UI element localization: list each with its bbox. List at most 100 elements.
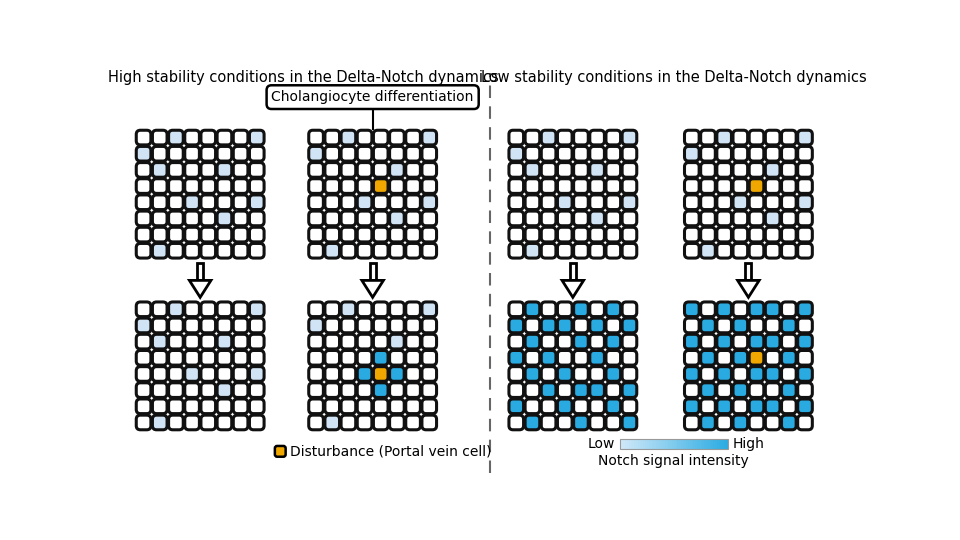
FancyBboxPatch shape: [622, 399, 636, 414]
Bar: [705, 438, 707, 449]
FancyBboxPatch shape: [373, 302, 388, 316]
FancyBboxPatch shape: [589, 227, 605, 242]
FancyBboxPatch shape: [201, 227, 216, 242]
FancyBboxPatch shape: [357, 146, 372, 161]
FancyBboxPatch shape: [324, 302, 340, 316]
FancyBboxPatch shape: [341, 383, 356, 397]
FancyBboxPatch shape: [422, 318, 437, 333]
FancyBboxPatch shape: [525, 318, 540, 333]
FancyBboxPatch shape: [749, 163, 764, 177]
FancyBboxPatch shape: [184, 130, 200, 145]
FancyBboxPatch shape: [250, 302, 264, 316]
Bar: [641, 438, 643, 449]
Text: Notch signal intensity: Notch signal intensity: [598, 454, 749, 468]
FancyBboxPatch shape: [250, 367, 264, 381]
FancyBboxPatch shape: [341, 163, 356, 177]
FancyBboxPatch shape: [509, 179, 523, 193]
FancyBboxPatch shape: [250, 195, 264, 210]
FancyBboxPatch shape: [717, 383, 732, 397]
FancyBboxPatch shape: [541, 130, 556, 145]
FancyBboxPatch shape: [422, 334, 437, 349]
FancyBboxPatch shape: [373, 367, 388, 381]
FancyBboxPatch shape: [406, 367, 420, 381]
FancyBboxPatch shape: [324, 399, 340, 414]
FancyBboxPatch shape: [169, 195, 183, 210]
FancyBboxPatch shape: [250, 211, 264, 226]
FancyBboxPatch shape: [701, 227, 715, 242]
Polygon shape: [737, 280, 759, 298]
FancyBboxPatch shape: [765, 302, 780, 316]
FancyBboxPatch shape: [309, 350, 324, 365]
FancyBboxPatch shape: [606, 318, 620, 333]
FancyBboxPatch shape: [509, 146, 523, 161]
FancyBboxPatch shape: [558, 195, 572, 210]
Bar: [645, 438, 647, 449]
FancyBboxPatch shape: [606, 195, 620, 210]
FancyBboxPatch shape: [201, 211, 216, 226]
FancyBboxPatch shape: [684, 227, 699, 242]
Bar: [656, 438, 658, 449]
Bar: [620, 438, 622, 449]
FancyBboxPatch shape: [684, 367, 699, 381]
FancyBboxPatch shape: [781, 302, 796, 316]
FancyBboxPatch shape: [684, 383, 699, 397]
FancyBboxPatch shape: [153, 163, 167, 177]
FancyBboxPatch shape: [701, 318, 715, 333]
FancyBboxPatch shape: [525, 146, 540, 161]
FancyBboxPatch shape: [717, 146, 732, 161]
FancyBboxPatch shape: [233, 227, 248, 242]
FancyBboxPatch shape: [390, 146, 404, 161]
FancyBboxPatch shape: [684, 415, 699, 430]
FancyBboxPatch shape: [558, 179, 572, 193]
FancyBboxPatch shape: [250, 179, 264, 193]
FancyBboxPatch shape: [233, 302, 248, 316]
FancyBboxPatch shape: [733, 318, 748, 333]
FancyBboxPatch shape: [136, 211, 151, 226]
Bar: [676, 438, 678, 449]
FancyBboxPatch shape: [153, 146, 167, 161]
FancyBboxPatch shape: [701, 146, 715, 161]
FancyBboxPatch shape: [525, 163, 540, 177]
FancyBboxPatch shape: [717, 211, 732, 226]
FancyBboxPatch shape: [169, 130, 183, 145]
FancyBboxPatch shape: [733, 334, 748, 349]
FancyBboxPatch shape: [422, 211, 437, 226]
FancyBboxPatch shape: [749, 383, 764, 397]
FancyBboxPatch shape: [233, 383, 248, 397]
FancyBboxPatch shape: [509, 195, 523, 210]
FancyBboxPatch shape: [765, 350, 780, 365]
FancyBboxPatch shape: [733, 179, 748, 193]
FancyBboxPatch shape: [589, 179, 605, 193]
FancyBboxPatch shape: [341, 302, 356, 316]
FancyBboxPatch shape: [781, 383, 796, 397]
FancyBboxPatch shape: [765, 334, 780, 349]
Text: Cholangiocyte differentiation: Cholangiocyte differentiation: [272, 90, 474, 104]
FancyBboxPatch shape: [525, 244, 540, 258]
FancyBboxPatch shape: [589, 146, 605, 161]
FancyBboxPatch shape: [184, 415, 200, 430]
Bar: [623, 438, 626, 449]
Bar: [661, 438, 663, 449]
FancyBboxPatch shape: [574, 415, 588, 430]
Bar: [693, 438, 696, 449]
FancyBboxPatch shape: [169, 399, 183, 414]
FancyBboxPatch shape: [733, 350, 748, 365]
FancyBboxPatch shape: [422, 244, 437, 258]
FancyBboxPatch shape: [390, 179, 404, 193]
FancyBboxPatch shape: [574, 195, 588, 210]
FancyBboxPatch shape: [733, 302, 748, 316]
FancyBboxPatch shape: [136, 130, 151, 145]
FancyBboxPatch shape: [169, 318, 183, 333]
FancyBboxPatch shape: [309, 302, 324, 316]
Bar: [663, 438, 665, 449]
FancyBboxPatch shape: [606, 211, 620, 226]
Bar: [664, 438, 667, 449]
Bar: [627, 438, 629, 449]
FancyBboxPatch shape: [606, 399, 620, 414]
FancyBboxPatch shape: [558, 302, 572, 316]
FancyBboxPatch shape: [717, 350, 732, 365]
FancyBboxPatch shape: [781, 415, 796, 430]
FancyBboxPatch shape: [558, 227, 572, 242]
FancyBboxPatch shape: [798, 367, 812, 381]
Polygon shape: [362, 280, 383, 298]
